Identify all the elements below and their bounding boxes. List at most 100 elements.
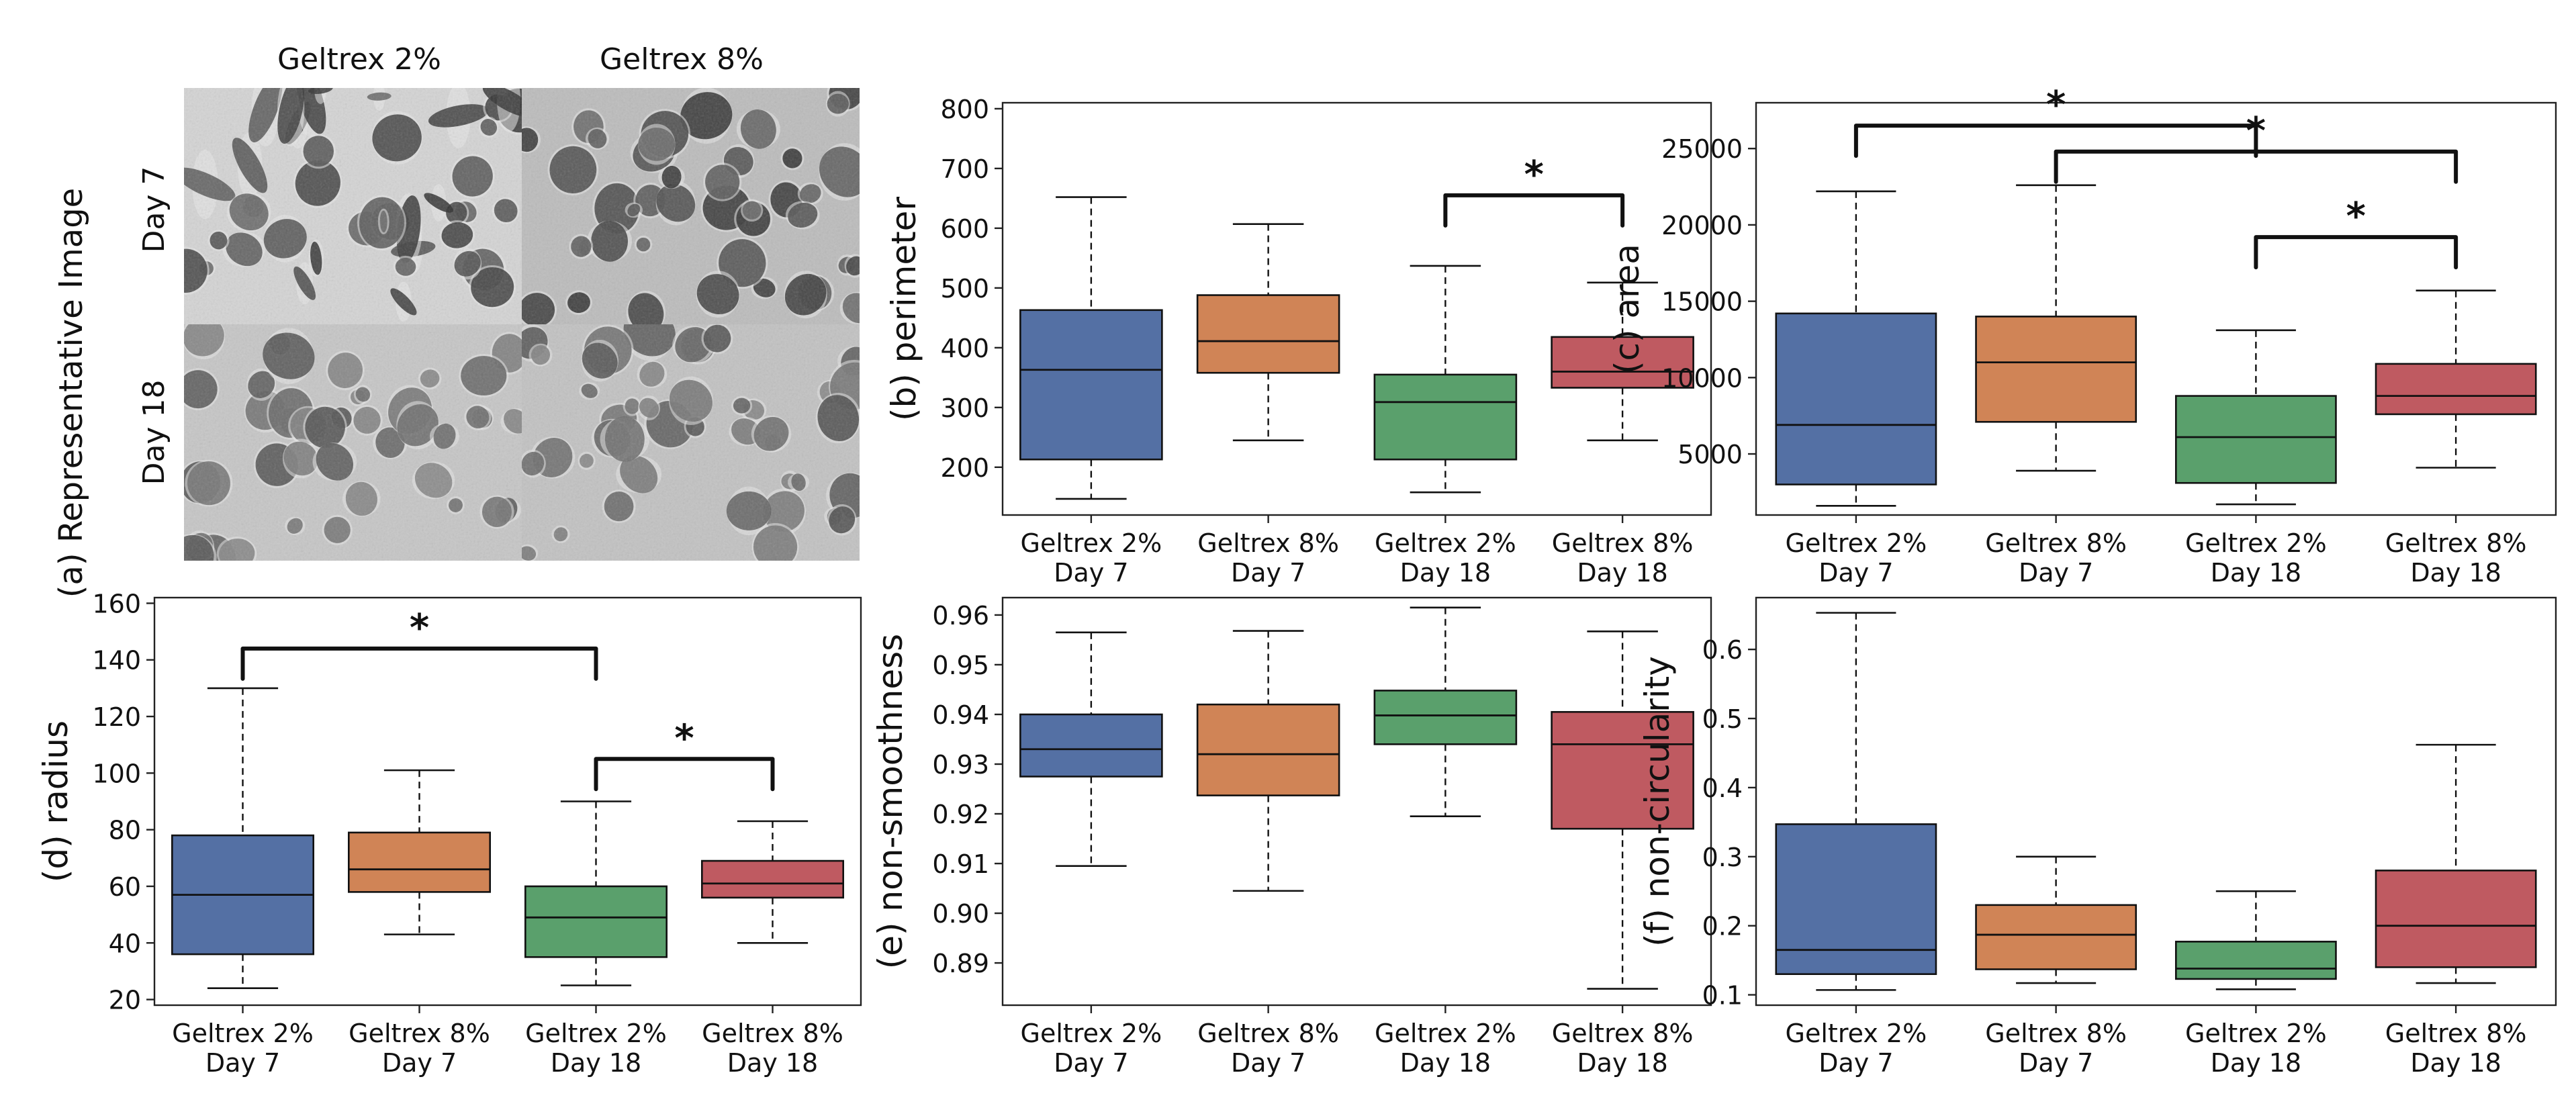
box-4 <box>2375 743 2537 984</box>
box-iqr <box>2375 870 2537 968</box>
x-tick-label: Day 7 <box>1231 1048 1305 1078</box>
significance-bracket: * <box>594 716 775 792</box>
x-tick-label: Geltrex 2% <box>2185 1019 2327 1048</box>
significance-star: * <box>2046 83 2066 127</box>
significance-star: * <box>1524 153 1544 197</box>
box-iqr <box>2174 395 2337 484</box>
y-tick-label: 0.4 <box>1702 774 1743 803</box>
panel-d: 20 40 60 80 100 120 140 160 (d) radius Geltrex 2%… <box>36 589 862 1078</box>
box-iqr <box>2375 363 2537 416</box>
y-tick-label: 160 <box>92 589 141 618</box>
y-tick-label: 200 <box>940 453 989 483</box>
y-tick-label: 400 <box>940 334 989 363</box>
bracket-line <box>2254 235 2458 270</box>
axes-frame <box>153 596 862 1007</box>
box-2 <box>1975 855 2137 984</box>
y-tick-label: 20 <box>109 986 141 1015</box>
significance-bracket: * <box>240 606 598 681</box>
x-tick-label: Geltrex 8% <box>702 1019 843 1048</box>
y-tick-label: 15000 <box>1661 287 1743 317</box>
x-tick-label: Day 7 <box>2019 558 2093 588</box>
y-tick-label: 60 <box>109 872 141 902</box>
significance-bracket: * <box>2054 109 2458 184</box>
x-tick-label: Geltrex 8% <box>349 1019 490 1048</box>
box-1 <box>1019 631 1163 868</box>
y-tick-label: 0.95 <box>932 651 989 680</box>
y-axis-label: (b) perimeter <box>884 197 923 421</box>
y-tick-label: 0.94 <box>932 700 989 730</box>
box-iqr <box>1775 823 1937 976</box>
x-tick-label: Geltrex 2% <box>1375 528 1516 558</box>
image-texture <box>522 88 860 324</box>
box-2 <box>347 769 491 935</box>
image-texture <box>184 88 522 324</box>
box-3 <box>1373 265 1518 494</box>
x-tick-label: Geltrex 8% <box>1197 1019 1339 1048</box>
x-tick-label: Day 18 <box>1400 1048 1491 1078</box>
box-3 <box>1373 606 1518 818</box>
y-tick-label: 80 <box>109 816 141 845</box>
box-2 <box>1196 223 1340 442</box>
box-iqr <box>1975 904 2137 970</box>
x-tick-label: Geltrex 2% <box>1786 1019 1927 1048</box>
x-tick-label: Day 7 <box>1231 558 1305 588</box>
x-tick-label: Geltrex 2% <box>1021 528 1162 558</box>
x-tick-label: Day 7 <box>1819 558 1893 588</box>
x-tick-label: Day 18 <box>2410 558 2501 588</box>
box-iqr <box>1019 713 1163 778</box>
panel-a: (a) Representative Image Geltrex 2% Gelt… <box>52 42 860 598</box>
box-iqr <box>701 859 845 899</box>
bracket-line <box>2054 149 2458 184</box>
x-tick-label: Day 18 <box>2211 1048 2301 1078</box>
bracket-line <box>594 757 775 792</box>
image-geltrex2-day18 <box>184 324 522 561</box>
y-tick-label: 100 <box>92 759 141 788</box>
box-3 <box>2174 890 2337 990</box>
significance-star: * <box>410 606 429 650</box>
box-iqr <box>1975 316 2137 423</box>
x-tick-label: Day 18 <box>2410 1048 2501 1078</box>
y-tick-label: 0.90 <box>932 899 989 929</box>
significance-bracket: * <box>2254 195 2458 270</box>
x-tick-label: Geltrex 2% <box>172 1019 314 1048</box>
y-tick-label: 10000 <box>1661 363 1743 393</box>
box-1 <box>171 687 314 990</box>
x-tick-label: Geltrex 2% <box>1021 1019 1162 1048</box>
bracket-line <box>1853 124 2258 158</box>
y-tick-label: 600 <box>940 214 989 244</box>
box-iqr <box>1196 703 1340 796</box>
y-tick-label: 800 <box>940 95 989 124</box>
x-tick-label: Geltrex 2% <box>1786 528 1927 558</box>
box-3 <box>2174 329 2337 506</box>
x-tick-label: Geltrex 2% <box>2185 528 2327 558</box>
y-tick-label: 25000 <box>1661 134 1743 164</box>
axes-frame <box>1001 101 1712 516</box>
box-iqr <box>2174 941 2337 980</box>
bracket-line <box>240 646 598 681</box>
panel-e: 0.89 0.90 0.91 0.92 0.93 0.94 0.95 0.96 (e) non-… <box>871 596 1712 1078</box>
box-3 <box>524 800 668 986</box>
bracket-line <box>1443 193 1625 228</box>
y-tick-label: 0.96 <box>932 601 989 631</box>
y-tick-label: 0.93 <box>932 750 989 780</box>
y-tick-label: 0.1 <box>1702 981 1743 1011</box>
box-iqr <box>1775 312 1937 485</box>
box-4 <box>701 820 845 944</box>
x-tick-label: Geltrex 2% <box>1375 1019 1516 1048</box>
box-2 <box>1196 630 1340 892</box>
significance-star: * <box>2246 109 2266 153</box>
x-tick-label: Day 18 <box>1400 558 1491 588</box>
box-4 <box>2375 289 2537 469</box>
box-iqr <box>1019 309 1163 461</box>
box-iqr <box>524 885 668 958</box>
box-1 <box>1775 190 1937 507</box>
y-tick-label: 140 <box>92 646 141 676</box>
x-tick-label: Geltrex 8% <box>2385 1019 2527 1048</box>
y-axis-label: (d) radius <box>36 720 75 882</box>
box-2 <box>1975 184 2137 472</box>
x-tick-label: Day 7 <box>382 1048 457 1078</box>
axes-frame <box>1001 596 1712 1007</box>
y-tick-label: 0.92 <box>932 800 989 829</box>
axes-frame <box>1755 101 2557 516</box>
